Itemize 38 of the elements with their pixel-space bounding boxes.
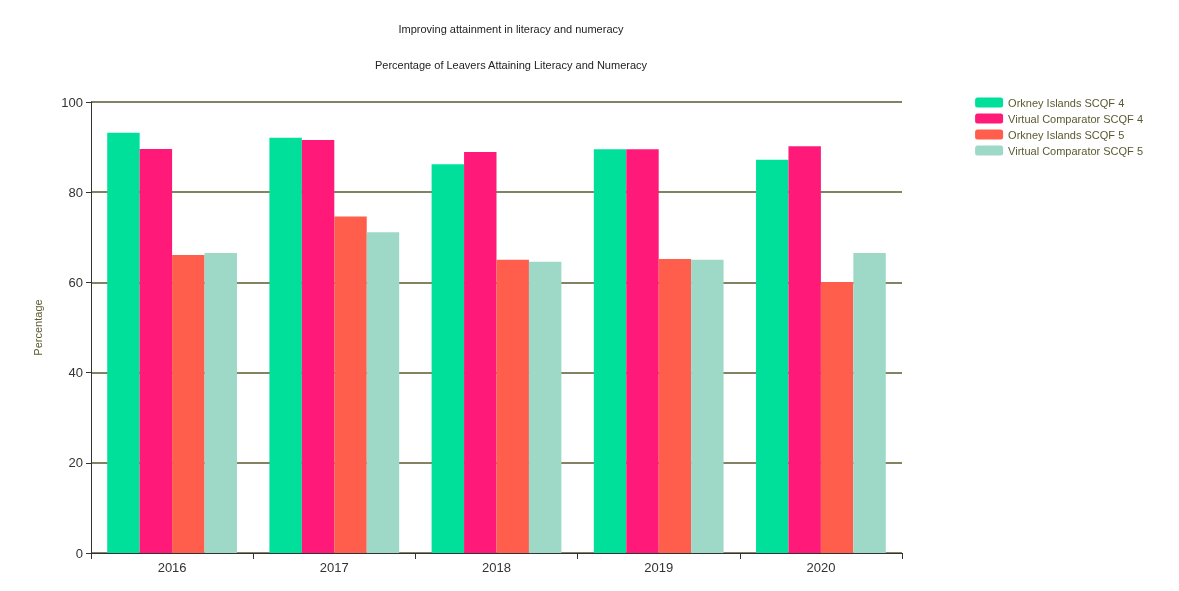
y-tick-label: 40	[68, 365, 83, 381]
bar	[431, 164, 465, 553]
bar	[366, 232, 400, 553]
bar	[528, 261, 562, 553]
x-tick-label: 2017	[319, 560, 349, 575]
bar	[301, 139, 335, 553]
bar	[204, 253, 237, 553]
y-axis-title: Percentage	[31, 299, 44, 356]
x-tick-label: 2016	[157, 560, 187, 575]
y-tick-label: 80	[68, 184, 83, 200]
bar	[464, 152, 497, 553]
bar	[853, 253, 886, 553]
bar	[756, 159, 789, 553]
x-tick-label: 2018	[482, 560, 511, 575]
legend-label: Virtual Comparator SCQF 5	[1008, 144, 1144, 157]
x-tick-label: 2019	[644, 560, 674, 575]
bar	[658, 258, 692, 553]
bar	[496, 259, 529, 553]
bar	[269, 137, 302, 553]
bar	[626, 149, 659, 553]
x-tick-label: 2020	[806, 560, 836, 575]
legend-label: Virtual Comparator SCQF 4	[1008, 112, 1144, 125]
bar	[593, 149, 627, 553]
bar	[820, 281, 854, 553]
y-tick-label: 0	[75, 545, 83, 561]
chart-title: Improving attainment in literacy and numeracy	[398, 22, 624, 35]
legend-label: Orkney Islands SCQF 4	[1008, 96, 1125, 109]
y-tick-label: 100	[61, 94, 83, 110]
bar	[139, 148, 173, 553]
legend-label: Orkney Islands SCQF 5	[1008, 128, 1125, 141]
chart-subtitle: Percentage of Leavers Attaining Literacy and Numeracy	[374, 58, 648, 71]
bar	[107, 132, 140, 553]
y-tick-label: 20	[68, 455, 83, 471]
bar	[172, 254, 205, 553]
bar	[788, 146, 821, 553]
bar	[691, 259, 724, 553]
y-tick-label: 60	[68, 274, 83, 290]
bar	[334, 216, 367, 553]
